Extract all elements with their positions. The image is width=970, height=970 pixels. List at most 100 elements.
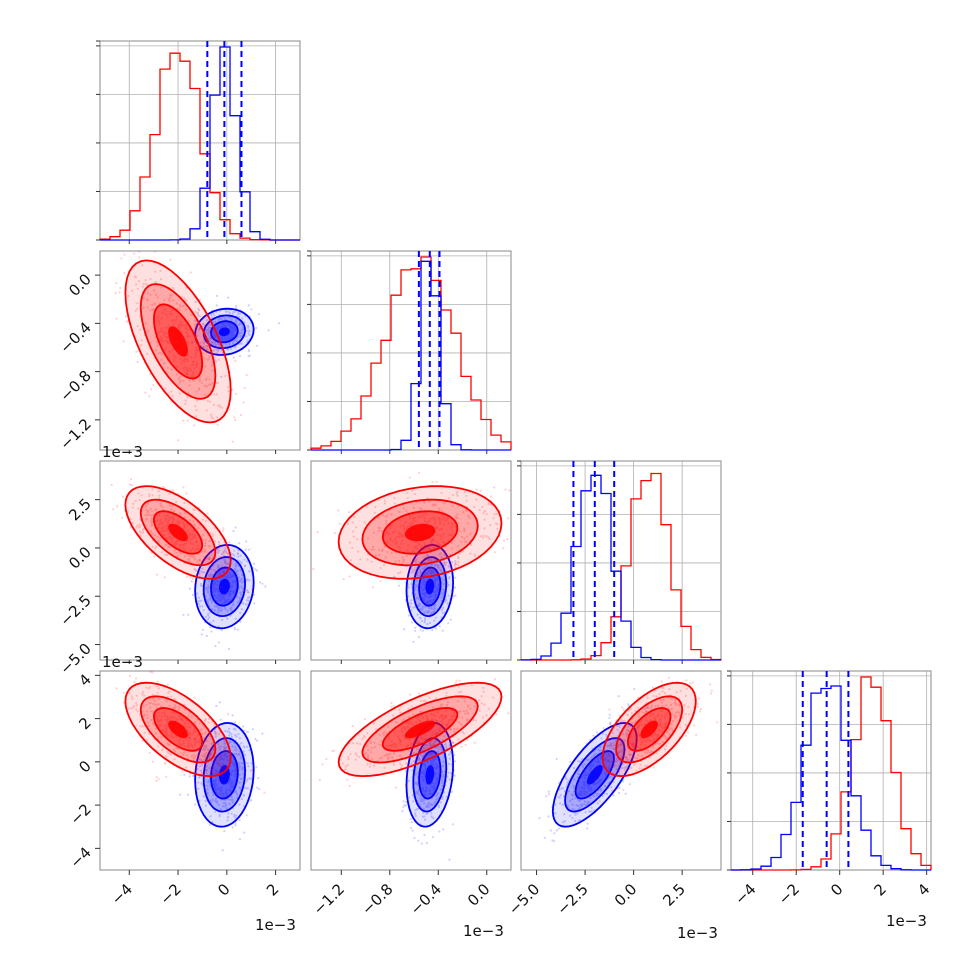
blue-sample-point bbox=[215, 596, 218, 599]
blue-sample-point bbox=[239, 620, 242, 623]
red-sample-point bbox=[504, 488, 507, 491]
blue-sample-point bbox=[213, 580, 216, 583]
red-sample-point bbox=[186, 358, 189, 361]
red-sample-point bbox=[159, 329, 163, 332]
blue-sample-point bbox=[239, 554, 242, 557]
blue-sample-point bbox=[246, 560, 249, 563]
red-sample-point bbox=[439, 522, 442, 525]
red-sample-point bbox=[180, 362, 183, 365]
blue-sample-point bbox=[197, 307, 200, 310]
red-sample-point bbox=[178, 523, 181, 526]
red-sample-point bbox=[112, 508, 115, 511]
blue-sample-point bbox=[223, 558, 226, 561]
red-sample-point bbox=[238, 750, 241, 753]
red-sample-point bbox=[228, 408, 231, 411]
blue-sample-point bbox=[231, 714, 234, 717]
red-sample-point bbox=[142, 306, 145, 310]
blue-sample-point bbox=[255, 326, 258, 330]
red-sample-point bbox=[195, 415, 198, 418]
red-sample-point bbox=[145, 514, 149, 517]
red-sample-point bbox=[172, 489, 175, 492]
red-sample-point bbox=[135, 694, 138, 697]
blue-sample-point bbox=[257, 313, 260, 316]
red-sample-point bbox=[169, 730, 172, 733]
blue-sample-point bbox=[612, 794, 615, 797]
red-sample-point bbox=[495, 713, 498, 716]
red-sample-point bbox=[171, 516, 174, 519]
blue-sample-point bbox=[424, 565, 427, 569]
red-sample-point bbox=[159, 719, 162, 723]
red-sample-point bbox=[446, 517, 449, 520]
blue-sample-point bbox=[211, 573, 214, 576]
red-sample-point bbox=[394, 538, 397, 541]
red-sample-point bbox=[160, 353, 163, 356]
blue-sample-point bbox=[227, 734, 231, 737]
blue-sample-point bbox=[218, 787, 222, 790]
red-sample-point bbox=[408, 517, 411, 520]
blue-sample-point bbox=[436, 577, 439, 580]
red-sample-point bbox=[168, 546, 171, 549]
red-sample-point bbox=[398, 536, 401, 539]
blue-sample-point bbox=[217, 319, 220, 322]
red-sample-point bbox=[144, 513, 147, 517]
red-sample-point bbox=[180, 743, 183, 746]
blue-sample-point bbox=[419, 607, 422, 611]
blue-sample-point bbox=[224, 742, 227, 745]
blue-sample-point bbox=[242, 772, 245, 775]
blue-sample-point bbox=[226, 797, 230, 801]
red-sample-point bbox=[177, 747, 180, 750]
red-sample-point bbox=[370, 548, 373, 551]
red-sample-point bbox=[394, 530, 397, 533]
blue-sample-point bbox=[223, 741, 226, 744]
red-sample-point bbox=[167, 691, 170, 694]
red-sample-point bbox=[169, 715, 172, 718]
red-sample-point bbox=[203, 758, 206, 761]
red-sample-point bbox=[463, 537, 466, 540]
red-sample-point bbox=[171, 540, 174, 543]
blue-sample-point bbox=[228, 593, 231, 597]
red-sample-point bbox=[205, 344, 208, 348]
blue-sample-point bbox=[205, 768, 208, 772]
blue-sample-point bbox=[228, 788, 231, 792]
blue-sample-point bbox=[215, 294, 219, 297]
blue-sample-point bbox=[227, 316, 230, 319]
red-sample-point bbox=[355, 526, 358, 529]
blue-sample-point bbox=[203, 745, 206, 748]
blue-sample-point bbox=[200, 728, 203, 731]
red-sample-point bbox=[372, 548, 375, 551]
red-sample-point bbox=[138, 523, 141, 526]
blue-sample-point bbox=[222, 802, 225, 805]
red-sample-point bbox=[171, 348, 174, 351]
red-sample-point bbox=[429, 543, 432, 546]
red-sample-point bbox=[197, 562, 200, 565]
red-sample-point bbox=[157, 719, 160, 723]
blue-sample-point bbox=[549, 829, 552, 832]
blue-sample-point bbox=[218, 543, 221, 546]
blue-sample-point bbox=[413, 560, 417, 563]
red-sample-point bbox=[155, 293, 158, 296]
red-sample-point bbox=[157, 711, 160, 715]
red-sample-point bbox=[384, 515, 387, 518]
red-sample-point bbox=[455, 679, 458, 682]
red-sample-point bbox=[196, 363, 199, 366]
blue-sample-point bbox=[237, 761, 240, 764]
red-sample-point bbox=[217, 754, 220, 757]
red-sample-point bbox=[172, 323, 175, 326]
red-sample-point bbox=[147, 511, 150, 514]
red-sample-point bbox=[401, 556, 404, 559]
blue-sample-point bbox=[211, 780, 214, 783]
blue-sample-point bbox=[402, 805, 405, 808]
blue-sample-point bbox=[423, 587, 426, 591]
blue-sample-point bbox=[226, 338, 229, 341]
red-sample-point bbox=[466, 522, 469, 525]
red-sample-point bbox=[163, 347, 166, 350]
blue-sample-point bbox=[204, 804, 207, 807]
red-sample-point bbox=[186, 369, 189, 372]
red-sample-point bbox=[495, 512, 498, 515]
red-sample-point bbox=[115, 282, 118, 285]
blue-histogram-1 bbox=[311, 260, 511, 451]
red-sample-point bbox=[203, 755, 206, 758]
blue-sample-point bbox=[230, 318, 233, 321]
blue-sample-point bbox=[414, 593, 417, 596]
blue-sample-point bbox=[208, 616, 211, 619]
